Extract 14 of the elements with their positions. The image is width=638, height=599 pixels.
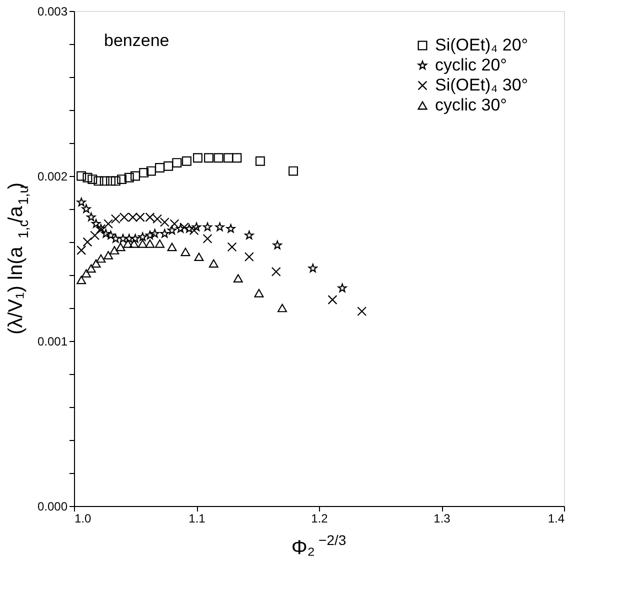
y-tick-label: 0.000 <box>37 500 68 514</box>
y-tick-label: 0.002 <box>37 170 68 184</box>
x-tick-label: 1.1 <box>188 512 206 526</box>
legend-label: cyclic 30° <box>435 96 507 114</box>
legend-label: Si(OEt)₄ 20° <box>435 36 528 54</box>
x-tick-label: 1.3 <box>434 512 451 526</box>
x-tick-label: 1.0 <box>74 512 92 526</box>
legend-label: Si(OEt)₄ 30° <box>435 76 528 94</box>
x-tick-label: 1.4 <box>548 512 565 526</box>
x-tick-label: 1.2 <box>311 512 328 526</box>
y-tick-label: 0.001 <box>37 334 68 348</box>
legend-label: cyclic 20° <box>435 56 507 74</box>
y-tick-label: 0.003 <box>37 4 68 18</box>
annotation: benzene <box>104 31 170 50</box>
